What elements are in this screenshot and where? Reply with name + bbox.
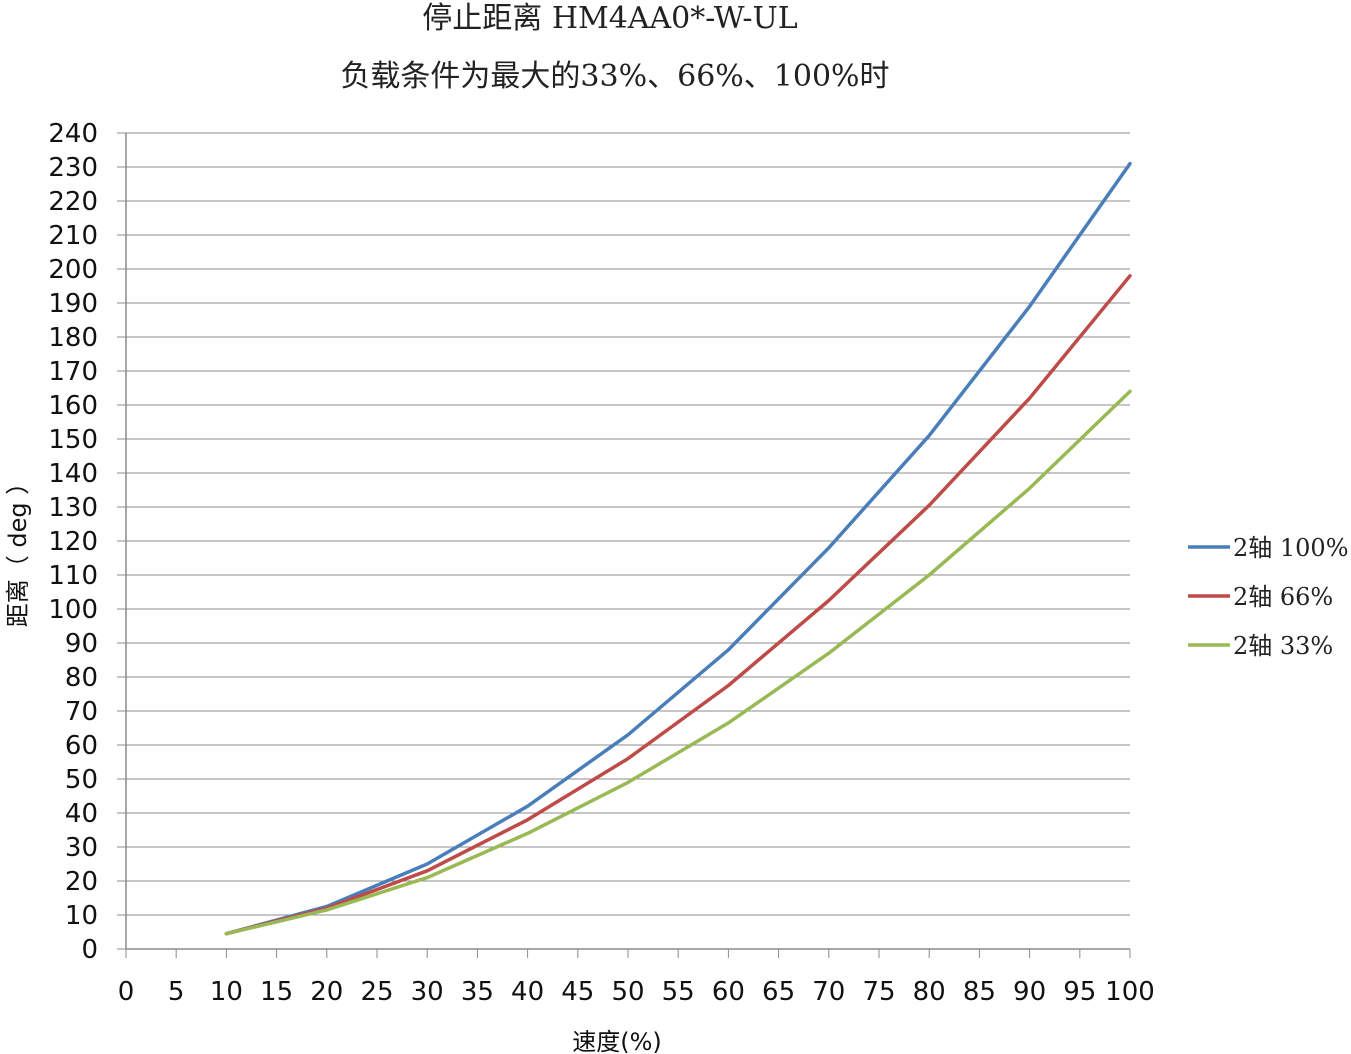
y-tick-label: 60 [65,731,98,761]
y-tick-label: 30 [65,833,98,863]
y-tick-label: 140 [48,459,98,489]
y-tick-label: 220 [48,187,98,217]
y-tick-label: 200 [48,255,98,285]
x-tick-label: 35 [461,977,494,1007]
legend-label: 2轴 66% [1233,583,1333,611]
y-tick-label: 120 [48,527,98,557]
x-tick-label: 30 [411,977,444,1007]
x-tick-label: 0 [118,977,135,1007]
series-line-2 [224,389,1132,936]
x-tick-label: 25 [360,977,393,1007]
y-tick-label: 90 [65,629,98,659]
x-tick-label: 100 [1105,977,1155,1007]
x-tick-label: 75 [862,977,895,1007]
x-axis-ticks: 0 5 10 15 20 25 30 35 40 45 50 55 60 65 70 75 80 85 90 95 10… [118,949,1155,1007]
x-tick-label: 70 [812,977,845,1007]
series-line-1 [224,274,1132,936]
x-tick-label: 90 [1013,977,1046,1007]
y-tick-label: 190 [48,289,98,319]
x-tick-label: 15 [260,977,293,1007]
x-tick-label: 65 [762,977,795,1007]
x-tick-label: 55 [662,977,695,1007]
y-tick-label: 50 [65,765,98,795]
x-axis-label: 速度(%) [572,1028,662,1054]
y-tick-label: 40 [65,799,98,829]
y-tick-label: 100 [48,595,98,625]
chart-title: 停止距离 HM4AA0*-W-UL [422,1,797,36]
x-tick-label: 80 [913,977,946,1007]
y-tick-label: 150 [48,425,98,455]
y-tick-label: 80 [65,663,98,693]
y-tick-label: 170 [48,357,98,387]
y-tick-label: 230 [48,153,98,183]
y-tick-label: 130 [48,493,98,523]
x-tick-label: 95 [1063,977,1096,1007]
x-tick-label: 40 [511,977,544,1007]
chart-subtitle: 负载条件为最大的33%、66%、100%时 [340,59,889,94]
x-tick-label: 5 [168,977,185,1007]
y-tick-label: 240 [48,119,98,149]
x-tick-label: 60 [712,977,745,1007]
y-axis-ticks: 0 10 20 30 40 50 60 70 80 90 100 110 120 130 140 150 160… [48,119,126,965]
legend-label: 2轴 100% [1233,534,1349,562]
y-tick-label: 180 [48,323,98,353]
series-lines [224,161,1132,936]
grid-lines [126,132,1130,950]
x-tick-label: 20 [310,977,343,1007]
y-tick-label: 20 [65,867,98,897]
y-axis-label: 距离（ deg ） [4,471,32,628]
x-tick-label: 10 [210,977,243,1007]
x-tick-label: 85 [963,977,996,1007]
y-tick-label: 10 [65,901,98,931]
x-tick-label: 45 [561,977,594,1007]
y-tick-label: 210 [48,221,98,251]
y-tick-label: 0 [81,935,98,965]
y-tick-label: 70 [65,697,98,727]
y-tick-label: 110 [48,561,98,591]
x-tick-label: 50 [611,977,644,1007]
y-tick-label: 160 [48,391,98,421]
legend: 2轴 100% 2轴 66% 2轴 33% [1188,534,1349,660]
series-line-0 [224,161,1132,936]
legend-label: 2轴 33% [1233,632,1333,660]
